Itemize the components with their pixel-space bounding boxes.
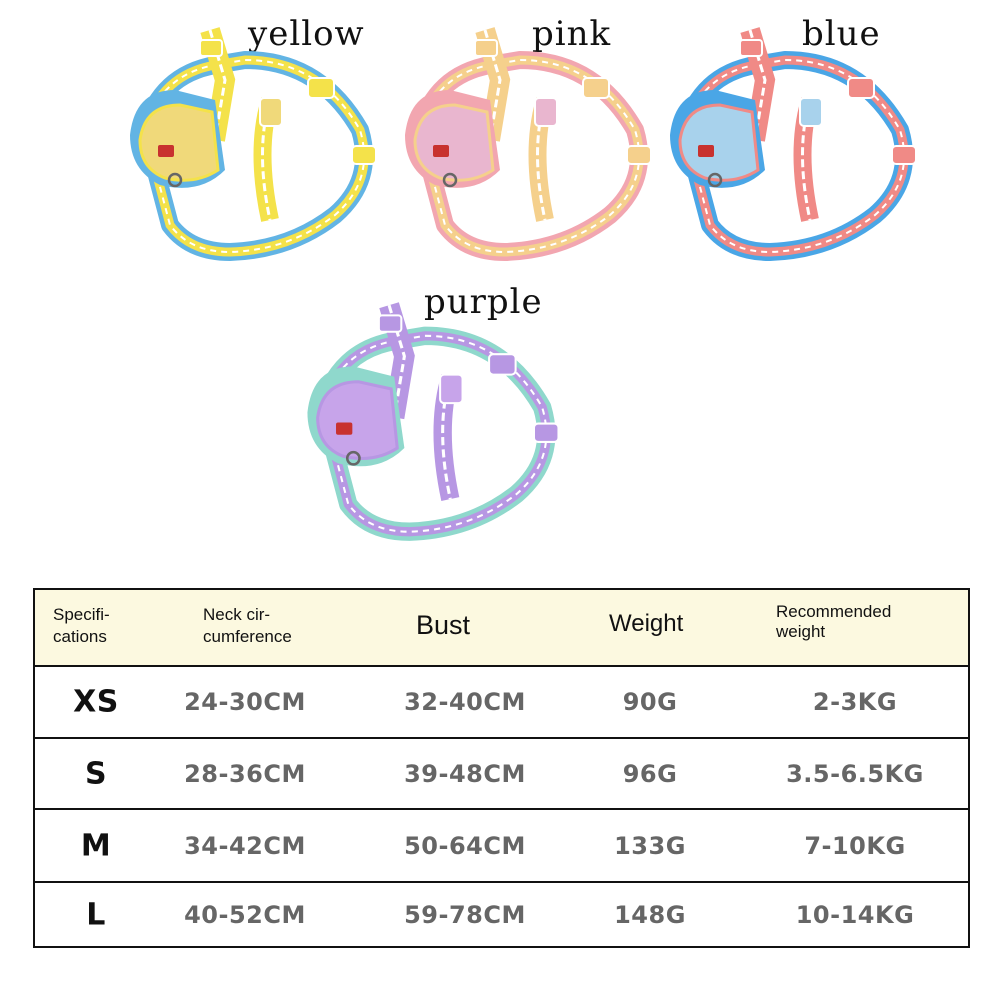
neck-cell: 24-30CM xyxy=(184,688,306,716)
header-weight: Weight xyxy=(609,610,684,637)
color-label-purple: purple xyxy=(424,282,543,322)
harness-image-yellow xyxy=(130,27,377,261)
header-specifications: Specifi- cations xyxy=(53,605,110,646)
size-cell: XS xyxy=(73,684,119,720)
harness-image-purple xyxy=(307,302,560,541)
table-header: Specifi- cations Neck cir- cumference Bu… xyxy=(35,590,968,667)
neck-cell: 40-52CM xyxy=(184,900,306,929)
color-label-blue: blue xyxy=(802,14,881,54)
bust-cell: 59-78CM xyxy=(404,900,526,929)
size-cell: S xyxy=(84,756,108,791)
header-neck-circumference: Neck cir- cumference xyxy=(203,605,292,646)
recommended-weight-cell: 2-3KG xyxy=(812,688,898,716)
bust-cell: 32-40CM xyxy=(404,688,526,716)
bust-cell: 50-64CM xyxy=(404,831,526,860)
table-row: S 28-36CM 39-48CM 96G 3.5-6.5KG xyxy=(35,739,968,810)
table-row: XS 24-30CM 32-40CM 90G 2-3KG xyxy=(35,667,968,739)
neck-cell: 34-42CM xyxy=(184,831,306,860)
size-cell: M xyxy=(80,828,112,863)
bust-cell: 39-48CM xyxy=(404,759,526,788)
size-table: Specifi- cations Neck cir- cumference Bu… xyxy=(33,588,970,948)
recommended-weight-cell: 7-10KG xyxy=(804,831,906,860)
color-label-yellow: yellow xyxy=(248,14,365,54)
size-cell: L xyxy=(86,897,106,932)
header-bust: Bust xyxy=(416,610,471,640)
table-row: L 40-52CM 59-78CM 148G 10-14KG xyxy=(35,883,968,946)
harness-image-pink xyxy=(405,27,652,261)
weight-cell: 133G xyxy=(614,831,686,860)
header-recommended-weight: Recommended weight xyxy=(776,602,892,641)
weight-cell: 90G xyxy=(622,688,678,716)
harness-image-blue xyxy=(670,27,917,261)
recommended-weight-cell: 10-14KG xyxy=(795,900,915,929)
neck-cell: 28-36CM xyxy=(184,759,306,788)
weight-cell: 96G xyxy=(622,759,678,788)
recommended-weight-cell: 3.5-6.5KG xyxy=(786,759,924,788)
table-row: M 34-42CM 50-64CM 133G 7-10KG xyxy=(35,810,968,883)
color-label-pink: pink xyxy=(532,14,612,54)
weight-cell: 148G xyxy=(614,900,686,929)
